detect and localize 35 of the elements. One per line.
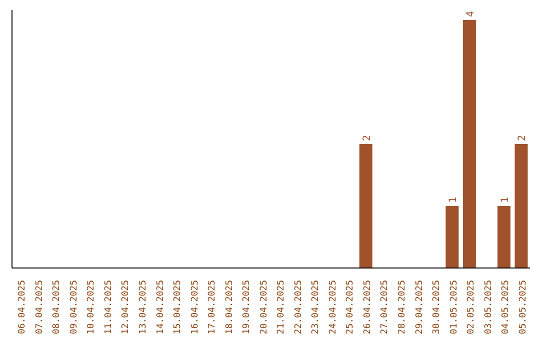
- x-tick-label: 02.05.2025: [466, 280, 477, 334]
- x-tick-label: 15.04.2025: [173, 280, 184, 334]
- x-tick-label: 09.04.2025: [69, 280, 80, 334]
- x-tick-label: 01.05.2025: [449, 280, 460, 334]
- x-tick-label: 04.05.2025: [501, 280, 512, 334]
- x-tick-label: 28.04.2025: [398, 280, 408, 334]
- data-label: 1: [448, 196, 460, 203]
- x-tick-label: 08.04.2025: [52, 280, 62, 334]
- x-tick-label: 07.04.2025: [34, 280, 45, 334]
- x-tick-label: 26.04.2025: [362, 280, 373, 334]
- x-tick-label: 13.04.2025: [138, 280, 148, 334]
- x-tick-label: 12.04.2025: [121, 280, 132, 334]
- x-tick-label: 22.04.2025: [294, 280, 304, 334]
- data-label: 2: [362, 134, 373, 141]
- x-tick-label: 21.04.2025: [276, 280, 287, 334]
- x-tick-label: 30.04.2025: [432, 280, 442, 334]
- x-tick-label: 25.04.2025: [346, 280, 356, 334]
- x-tick-label: 19.04.2025: [242, 280, 252, 334]
- data-label: 2: [517, 134, 528, 141]
- x-tick-label: 17.04.2025: [208, 280, 218, 334]
- x-tick-label: 20.04.2025: [259, 280, 270, 334]
- x-tick-label: 18.04.2025: [224, 280, 235, 334]
- x-tick-label: 29.04.2025: [414, 280, 425, 334]
- x-tick-label: 06.04.2025: [18, 280, 28, 334]
- data-label: 4: [465, 10, 476, 17]
- x-tick-label: 11.04.2025: [104, 280, 114, 334]
- x-tick-label: 23.04.2025: [311, 280, 322, 334]
- x-tick-label: 05.05.2025: [518, 280, 528, 334]
- x-tick-label: 16.04.2025: [190, 280, 200, 334]
- data-label: 1: [500, 196, 511, 203]
- x-tick-label: 14.04.2025: [156, 280, 166, 334]
- x-tick-label: 03.05.2025: [484, 280, 494, 334]
- x-tick-label: 24.04.2025: [328, 280, 338, 334]
- x-tick-label: 10.04.2025: [86, 280, 97, 334]
- x-tick-label: 27.04.2025: [380, 280, 390, 334]
